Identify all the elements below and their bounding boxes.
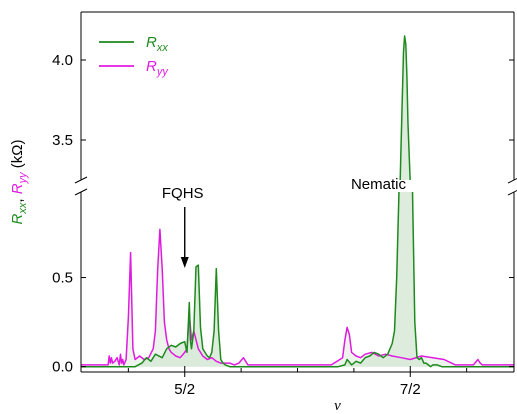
y-axis-label-sub: xx	[17, 202, 29, 215]
series-line-rxx	[81, 35, 514, 368]
axis-break-band	[79, 180, 516, 192]
y-axis-label-sub: yy	[17, 171, 29, 185]
y-axis-label: Rxx​, Ryy​ (kΩ)	[9, 140, 29, 225]
x-tick-label: 5/2	[174, 381, 195, 398]
axis-break-mark	[74, 188, 88, 196]
y-axis-label-part: R	[9, 213, 26, 224]
y-axis-label-part: R	[9, 183, 26, 194]
legend-label-sub: xx	[156, 42, 169, 54]
legend-label-sub: yy	[156, 66, 170, 78]
x-tick-label: 7/2	[400, 381, 421, 398]
x-axis-label: ν	[334, 398, 341, 414]
axis-break-mark	[507, 177, 517, 184]
legend-label-ryy: Ryy	[146, 58, 169, 78]
plot-area	[81, 35, 514, 368]
y-tick-label: 0.0	[52, 359, 73, 376]
series-fill-ryy	[81, 229, 514, 367]
y-axis-label-part: (kΩ)	[9, 140, 26, 173]
y-tick-label: 3.5	[52, 132, 73, 149]
annotation-arrow-head	[180, 257, 189, 268]
y-axis-label-part: ,	[9, 194, 26, 202]
series-line-ryy	[81, 228, 514, 366]
y-tick-label: 4.0	[52, 52, 73, 69]
annotation-nematic: Nematic	[351, 176, 407, 193]
axis-break-mark	[74, 176, 88, 184]
series-fill-rxx	[81, 36, 514, 367]
legend-label-rxx: Rxx	[146, 34, 168, 54]
annotation-fqhs: FQHS	[162, 185, 204, 202]
legend-label-main: R	[146, 58, 157, 75]
y-tick-label: 0.5	[52, 270, 73, 287]
axis-break-mark	[507, 189, 517, 196]
legend-label-main: R	[146, 34, 157, 51]
